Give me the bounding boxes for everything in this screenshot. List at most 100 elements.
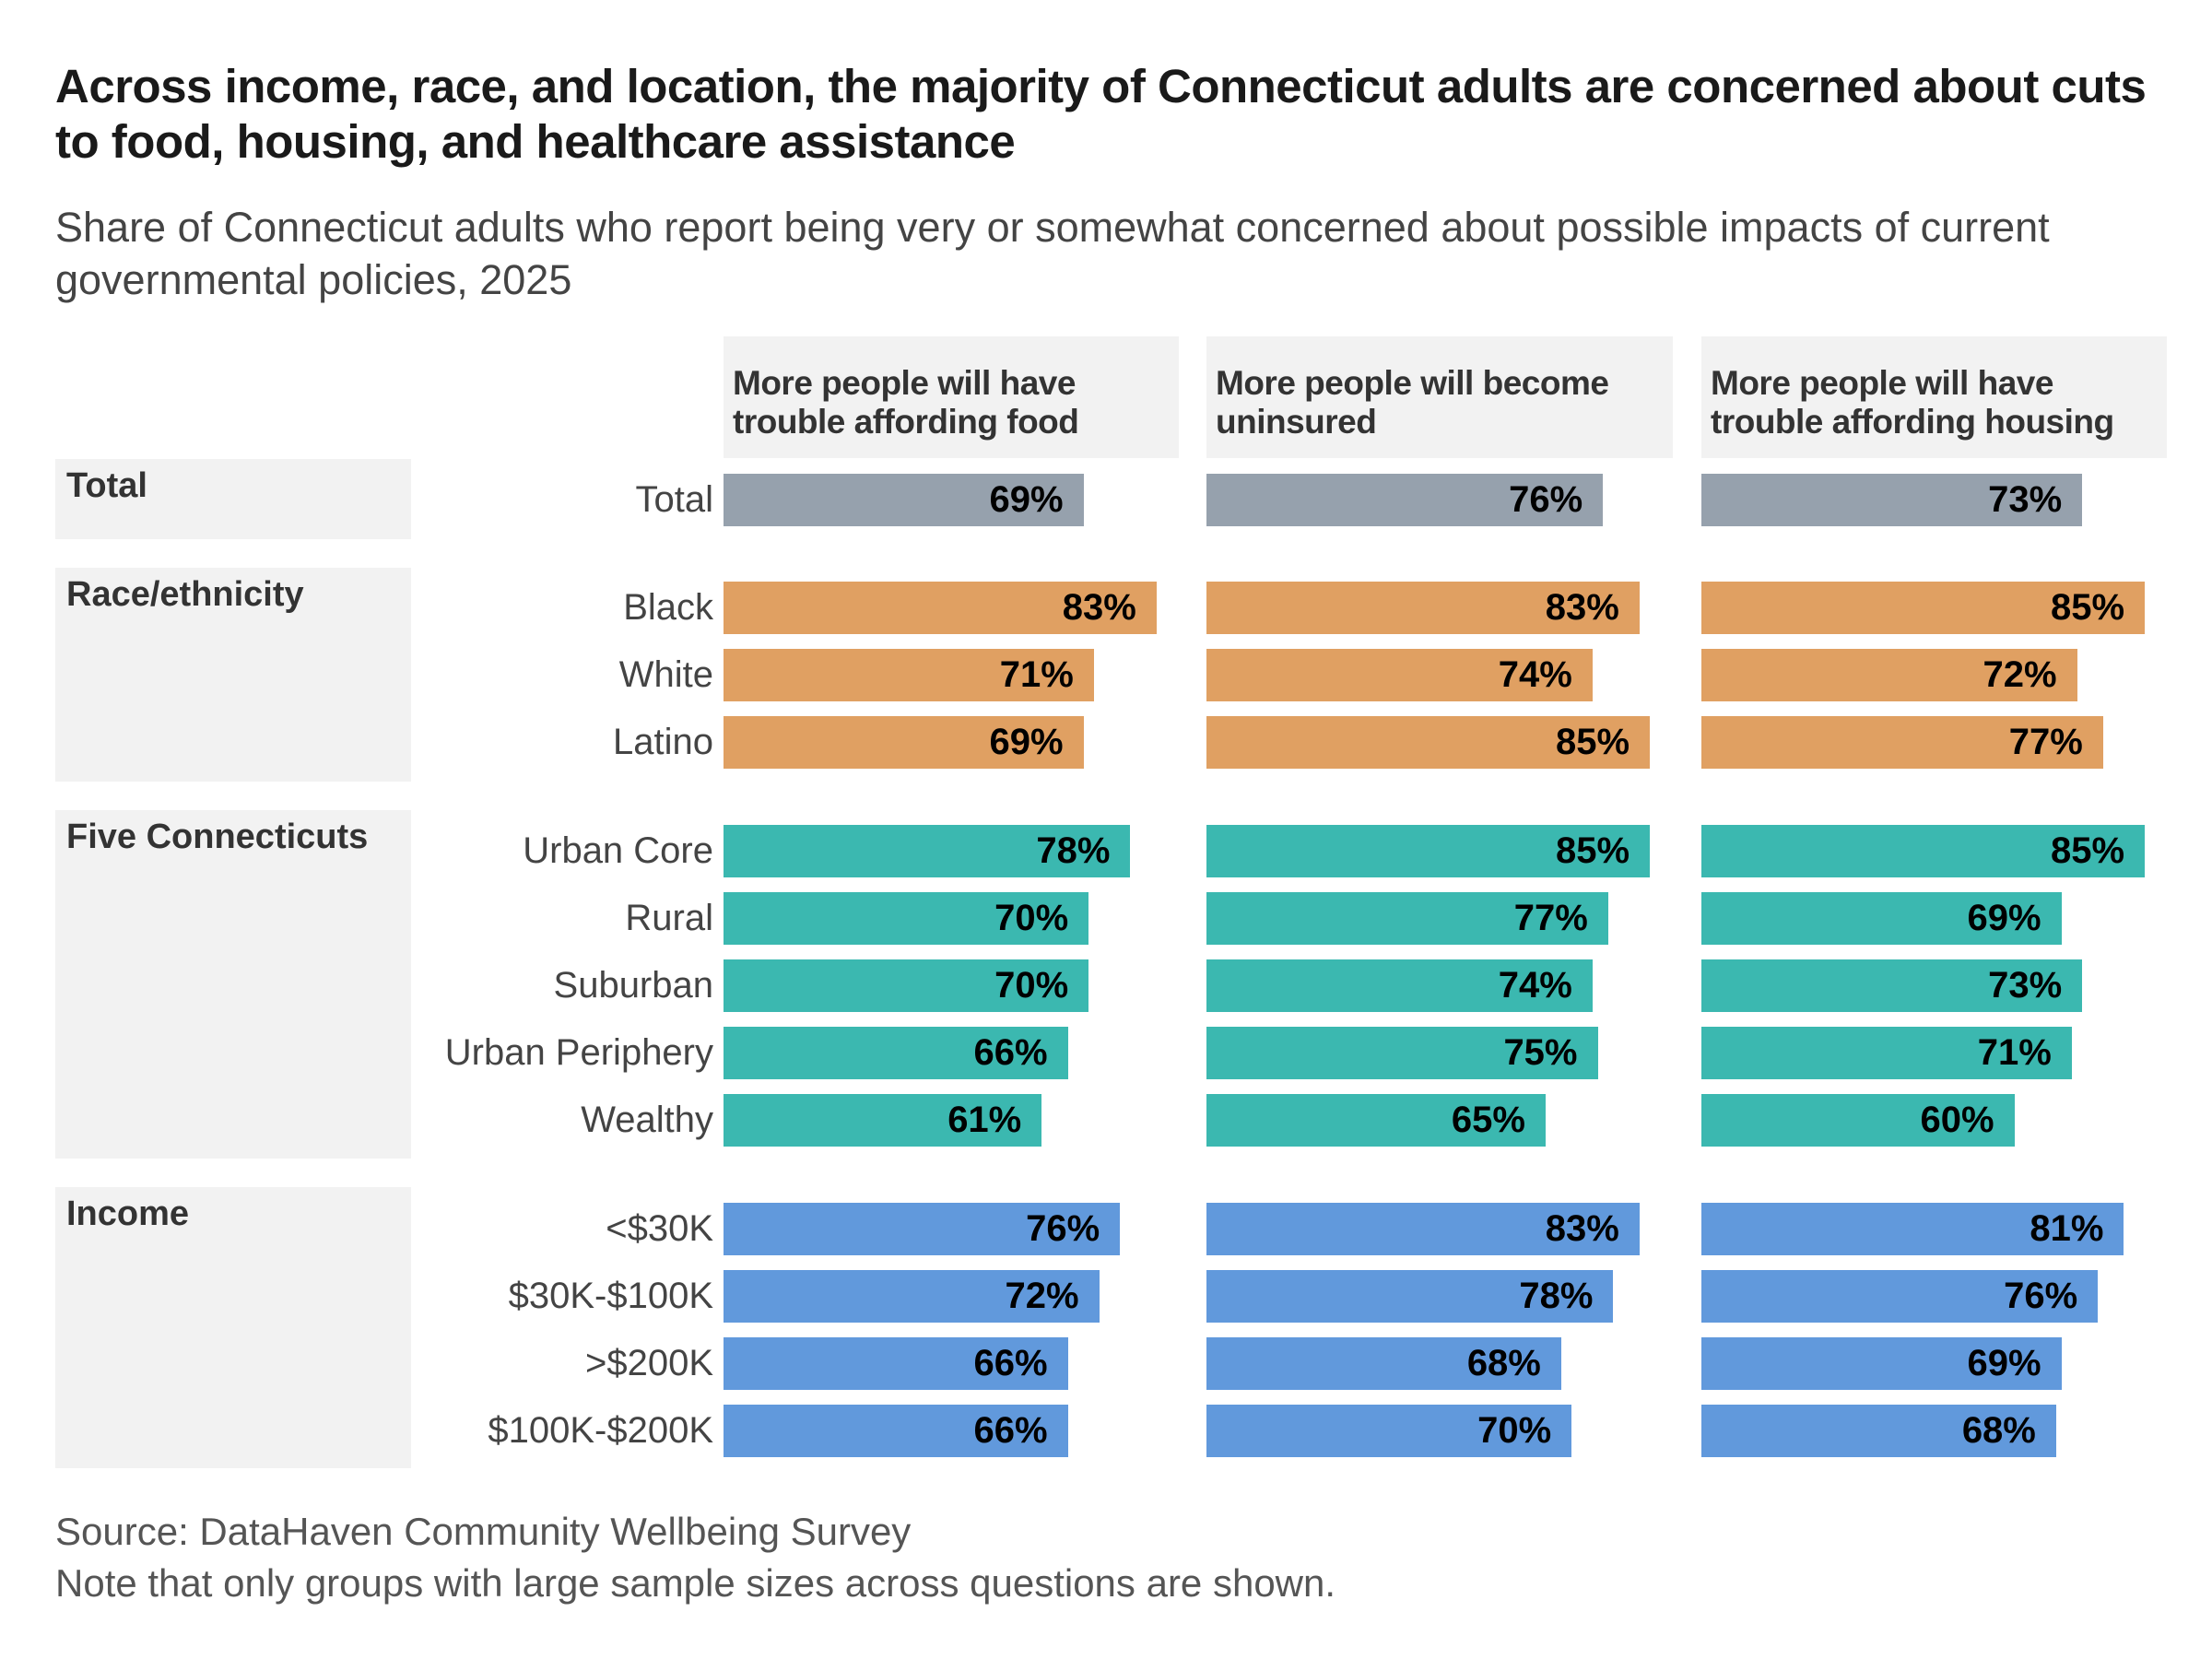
data-label: 70% — [994, 898, 1069, 938]
bar — [724, 825, 1131, 877]
bar — [724, 1027, 1068, 1079]
data-label: 69% — [1967, 1343, 2041, 1383]
bar — [724, 716, 1084, 769]
group-label: Five Connecticuts — [55, 810, 411, 1159]
data-label: 66% — [973, 1343, 1048, 1383]
data-label: 78% — [1519, 1276, 1594, 1316]
group-label: Total — [55, 459, 411, 539]
row-label: Latino — [613, 722, 713, 762]
panel-header: More people will have trouble affording … — [1701, 336, 2167, 458]
data-label: 76% — [2004, 1276, 2078, 1316]
bar — [1701, 474, 2083, 526]
data-label: 77% — [1513, 898, 1588, 938]
bar — [724, 1405, 1068, 1457]
bar — [724, 649, 1094, 701]
bar — [1206, 1203, 1640, 1255]
bar — [1206, 1270, 1614, 1323]
bar — [1206, 474, 1604, 526]
bar — [1701, 892, 2062, 945]
panel-header: More people will become uninsured — [1206, 336, 1673, 458]
bar — [1206, 1094, 1546, 1147]
chart-subtitle: Share of Connecticut adults who report b… — [55, 204, 2050, 303]
bar — [724, 959, 1089, 1012]
data-label: 69% — [989, 722, 1064, 762]
row-label: Urban Core — [523, 830, 713, 871]
data-label: 78% — [1036, 830, 1111, 871]
bar — [1206, 892, 1608, 945]
data-label: 71% — [1977, 1032, 2052, 1073]
bar — [1206, 716, 1651, 769]
data-label: 73% — [1988, 479, 2063, 520]
bar — [724, 474, 1084, 526]
data-label: 85% — [1556, 722, 1630, 762]
row-label: $100K-$200K — [488, 1410, 713, 1451]
bar — [1206, 1337, 1561, 1390]
bar — [1206, 649, 1593, 701]
row-label: Urban Periphery — [444, 1032, 713, 1073]
bar — [1206, 959, 1593, 1012]
data-label: 71% — [999, 654, 1074, 695]
data-label: 77% — [2008, 722, 2083, 762]
data-label: 65% — [1451, 1100, 1525, 1140]
row-label: >$200K — [584, 1343, 713, 1383]
bar — [724, 892, 1089, 945]
bar — [1701, 649, 2077, 701]
bar — [1701, 959, 2083, 1012]
data-label: 69% — [989, 479, 1064, 520]
bar — [1701, 1270, 2099, 1323]
row-label: Wealthy — [581, 1100, 713, 1140]
note-text: Note that only groups with large sample … — [55, 1561, 1336, 1605]
data-label: 66% — [973, 1410, 1048, 1451]
group-label: Race/ethnicity — [55, 568, 411, 782]
row-label: Total — [635, 479, 714, 520]
source-text: Source: DataHaven Community Wellbeing Su… — [55, 1510, 912, 1553]
data-label: 66% — [973, 1032, 1048, 1073]
data-label: 85% — [2051, 830, 2125, 871]
data-label: 68% — [1961, 1410, 2036, 1451]
bar — [1701, 1027, 2072, 1079]
bar — [724, 1203, 1121, 1255]
bar — [1701, 1337, 2062, 1390]
row-label: $30K-$100K — [508, 1276, 713, 1316]
bar — [1701, 1094, 2015, 1147]
row-label: Black — [623, 587, 713, 628]
data-label: 70% — [1477, 1410, 1552, 1451]
bar — [1701, 1203, 2124, 1255]
data-label: 76% — [1509, 479, 1583, 520]
data-label: 85% — [1556, 830, 1630, 871]
data-label: 73% — [1988, 965, 2063, 1006]
data-label: 74% — [1498, 654, 1572, 695]
bar — [724, 1337, 1068, 1390]
row-label: <$30K — [606, 1208, 713, 1249]
data-label: 68% — [1466, 1343, 1541, 1383]
data-label: 61% — [947, 1100, 1022, 1140]
data-label: 81% — [2030, 1208, 2104, 1249]
data-label: 72% — [1005, 1276, 1079, 1316]
bar — [724, 582, 1157, 634]
bar — [1206, 1405, 1572, 1457]
data-label: 83% — [1062, 587, 1136, 628]
bar — [1206, 582, 1640, 634]
row-label: Rural — [625, 898, 713, 938]
data-label: 72% — [1983, 654, 2057, 695]
bar — [1701, 582, 2146, 634]
bar — [724, 1094, 1042, 1147]
data-label: 83% — [1545, 1208, 1619, 1249]
bar — [1701, 1405, 2056, 1457]
bar — [1206, 825, 1651, 877]
data-label: 69% — [1967, 898, 2041, 938]
chart-title: Across income, race, and location, the m… — [55, 60, 2147, 168]
bar — [1206, 1027, 1598, 1079]
bar — [1701, 825, 2146, 877]
data-label: 74% — [1498, 965, 1572, 1006]
data-label: 75% — [1503, 1032, 1578, 1073]
data-label: 83% — [1545, 587, 1619, 628]
bar — [1701, 716, 2103, 769]
data-label: 76% — [1026, 1208, 1100, 1249]
data-label: 70% — [994, 965, 1069, 1006]
data-label: 60% — [1920, 1100, 1994, 1140]
row-label: Suburban — [553, 965, 713, 1006]
row-label: White — [618, 654, 713, 695]
bar — [724, 1270, 1100, 1323]
data-label: 85% — [2051, 587, 2125, 628]
